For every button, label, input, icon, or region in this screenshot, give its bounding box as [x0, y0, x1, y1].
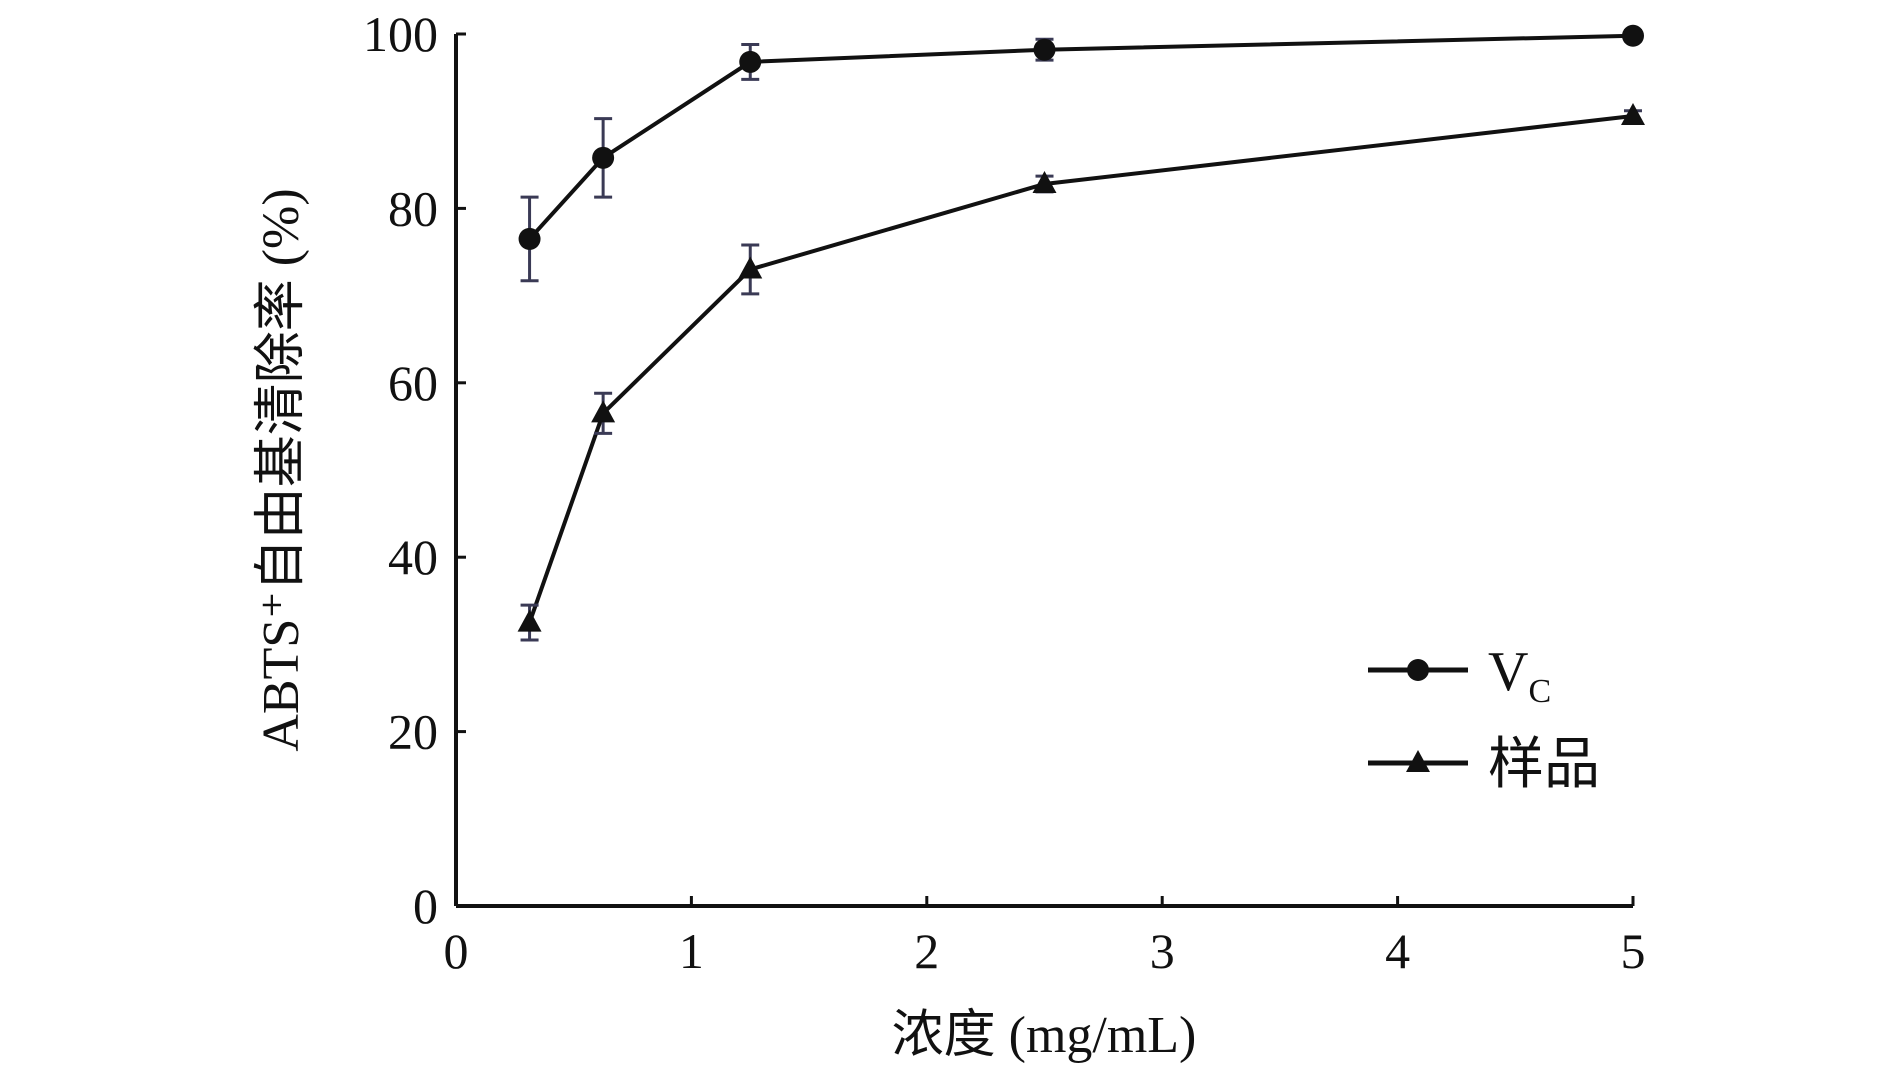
legend: VC 样品 [1368, 641, 1600, 796]
y-tick-label: 20 [388, 704, 438, 760]
y-tick-label: 60 [388, 355, 438, 411]
x-tick-label: 4 [1385, 923, 1410, 979]
x-ticks: 0 1 2 3 4 5 [444, 896, 1646, 979]
axes [454, 34, 1633, 908]
x-axis-label: 浓度 (mg/mL) [892, 1007, 1197, 1064]
x-tick-label: 3 [1150, 923, 1175, 979]
legend-label-vc-sub: C [1528, 673, 1551, 710]
data-point-sample [1032, 170, 1057, 193]
legend-item-vc: VC [1368, 641, 1551, 710]
legend-label-sample: 样品 [1488, 734, 1600, 796]
series-sample [517, 102, 1645, 642]
y-tick-label: 100 [363, 6, 438, 62]
data-point-vc [1622, 24, 1644, 47]
y-tick-label: 0 [413, 878, 438, 934]
data-point-vc [739, 50, 762, 73]
data-point-sample [738, 256, 763, 279]
data-point-sample [591, 400, 616, 423]
legend-label-vc: VC [1488, 641, 1551, 710]
data-point-sample [1621, 102, 1645, 125]
x-tick-label: 1 [679, 923, 704, 979]
legend-item-sample: 样品 [1368, 734, 1600, 796]
y-ticks: 0 20 40 60 80 100 [363, 6, 466, 934]
legend-marker-sample [1406, 750, 1430, 772]
series-vc [518, 24, 1644, 283]
x-tick-label: 2 [914, 923, 939, 979]
data-point-vc [1033, 38, 1056, 61]
y-tick-label: 80 [388, 180, 438, 236]
y-axis-label: ABTS⁺自由基清除率 (%) [253, 188, 310, 751]
data-point-vc [592, 146, 615, 169]
data-point-sample [517, 609, 542, 632]
y-tick-label: 40 [388, 529, 438, 585]
series-line-sample [527, 113, 1634, 624]
legend-label-vc-main: V [1488, 641, 1528, 703]
data-point-vc [518, 227, 541, 250]
x-tick-label: 5 [1621, 923, 1646, 979]
series-layer [517, 24, 1645, 642]
series-line-vc [528, 33, 1634, 241]
x-tick-label: 0 [444, 923, 469, 979]
legend-marker-vc [1407, 659, 1429, 681]
